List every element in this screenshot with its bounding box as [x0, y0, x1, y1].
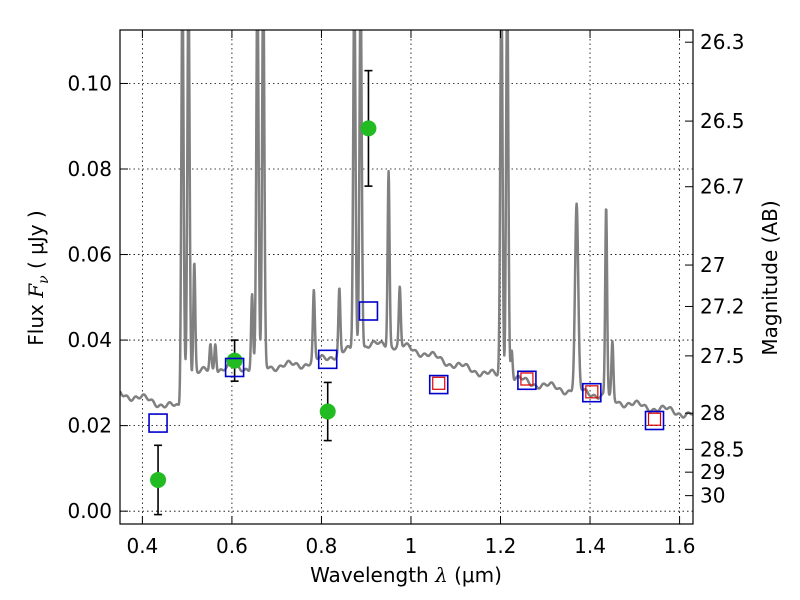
grid-lines [120, 30, 693, 524]
model-point-blue [358, 301, 379, 321]
photometry-markers [148, 69, 665, 516]
model-spectrum [120, 30, 693, 419]
y-tick-label: 0.08 [67, 157, 112, 181]
y2-tick-label: 26.3 [700, 30, 745, 54]
model-point-red [432, 376, 446, 390]
y2-axis-title: Magnitude (AB) [758, 200, 782, 355]
observed-point [226, 352, 243, 369]
y-tick-label: 0.04 [67, 328, 112, 352]
axis-ticks: 0.4 0.6 0.8 1 1.2 1.4 1.6 0.00 0.02 0.04 0.06 0.08 0… [67, 30, 745, 558]
y2-tick-label: 29 [700, 460, 725, 484]
x-tick-label: 0.8 [306, 534, 338, 558]
x-tick-label: 0.6 [216, 534, 248, 558]
x-tick-label: 1.4 [574, 534, 606, 558]
y2-tick-label: 27 [700, 253, 725, 277]
plot-border [119, 29, 694, 525]
model-point-blue [517, 370, 537, 391]
model-point-red [520, 372, 534, 386]
model-point-blue [428, 374, 449, 395]
x-tick-label: 1 [405, 534, 418, 558]
plot-frame [119, 29, 694, 525]
model-point-blue [148, 413, 168, 433]
x-tick-label: 0.4 [126, 534, 158, 558]
x-axis-title: Wavelength λ (μm) [310, 563, 502, 587]
y2-tick-label: 28 [700, 401, 725, 425]
y-tick-label: 0.06 [67, 243, 112, 267]
spectrum-line [120, 30, 693, 419]
y2-tick-label: 26.7 [700, 175, 745, 199]
model-point-blue [224, 357, 245, 378]
y2-tick-label: 26.5 [700, 109, 745, 133]
y-tick-label: 0.00 [67, 499, 112, 523]
model-point-red [585, 385, 599, 399]
y2-tick-label: 27.5 [700, 344, 745, 368]
model-point-red [647, 412, 662, 426]
observed-point [360, 120, 377, 137]
model-point-blue [317, 349, 338, 370]
x-tick-label: 1.2 [485, 534, 517, 558]
y2-tick-label: 27.2 [700, 294, 745, 318]
y2-tick-label: 30 [700, 484, 725, 508]
y-tick-label: 0.02 [67, 414, 112, 438]
observed-point [319, 403, 336, 420]
y-axis-title: Flux Fν ( μJy ) [24, 210, 52, 345]
observed-point [150, 471, 167, 488]
x-tick-label: 1.6 [664, 534, 696, 558]
model-point-blue [644, 410, 665, 431]
model-point-blue [582, 382, 602, 403]
y-tick-label: 0.10 [67, 71, 112, 95]
y2-tick-label: 28.5 [700, 437, 745, 461]
